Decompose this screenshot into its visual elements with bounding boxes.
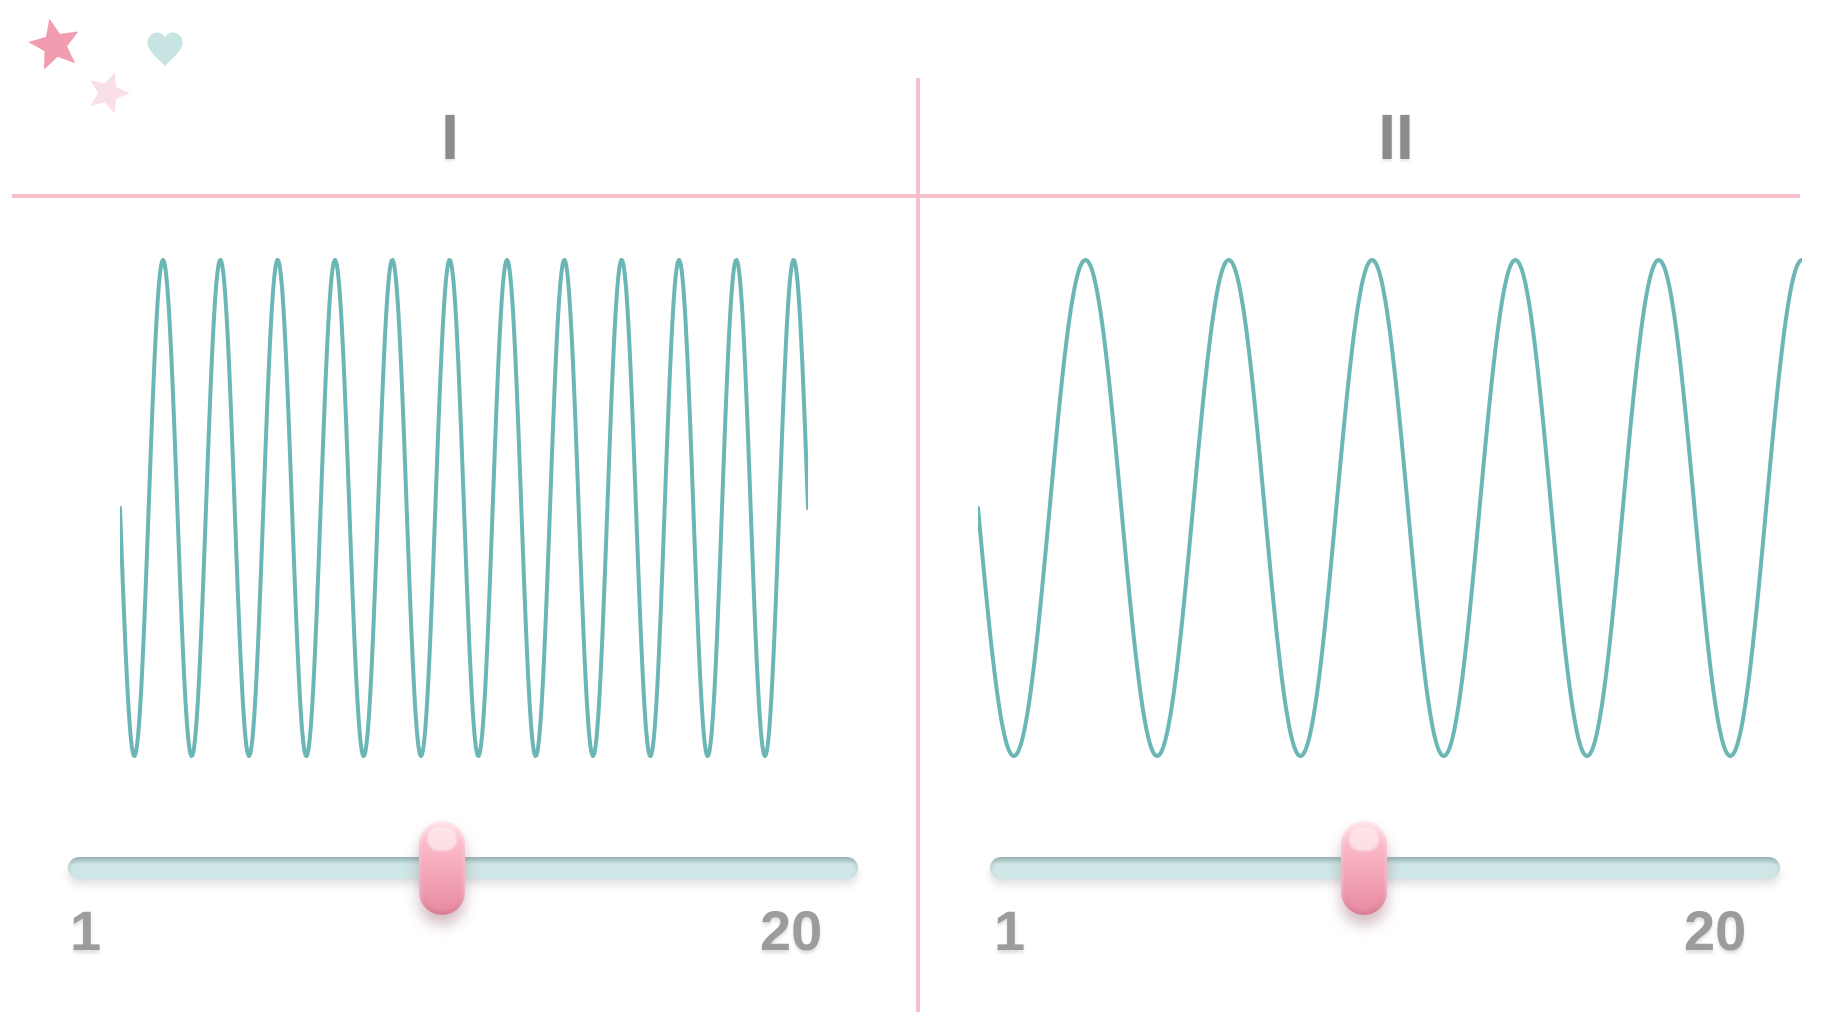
wave-left [120, 258, 808, 758]
heart-icon [145, 30, 185, 70]
star-icon [23, 13, 87, 77]
slider-thumb-left[interactable] [419, 821, 465, 915]
slider-min-left: 1 [70, 898, 101, 963]
stage: I 1 20 II 1 20 [0, 0, 1821, 1024]
vertical-divider [916, 78, 920, 1012]
slider-min-right: 1 [994, 898, 1025, 963]
horizontal-divider [12, 194, 1800, 198]
star-icon [80, 65, 135, 120]
panel-title-right: II [1316, 100, 1476, 174]
panel-title-left: I [370, 100, 530, 174]
slider-thumb-right[interactable] [1341, 821, 1387, 915]
wave-right [978, 258, 1802, 758]
slider-max-left: 20 [760, 898, 822, 963]
slider-max-right: 20 [1684, 898, 1746, 963]
